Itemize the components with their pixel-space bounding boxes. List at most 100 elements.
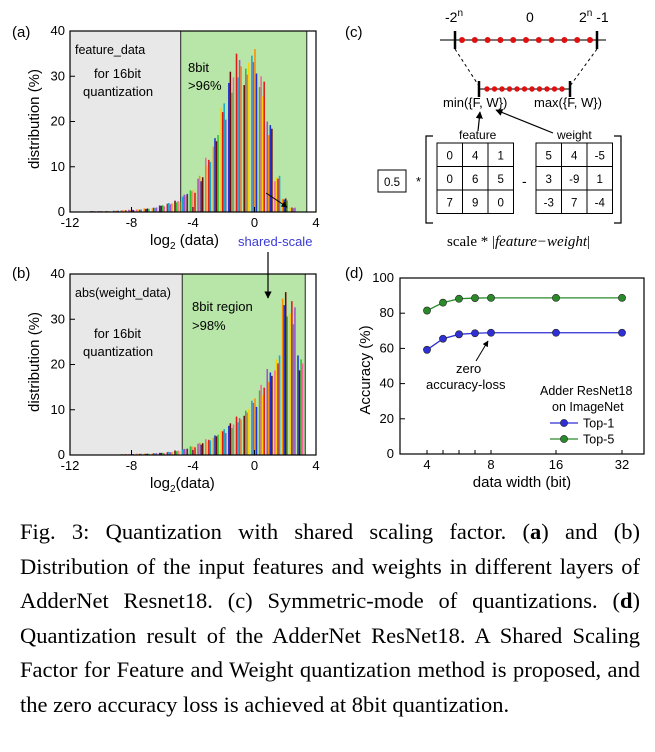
- d-point-Top-5: [455, 294, 463, 303]
- b-bar: [266, 369, 269, 455]
- b-bar: [278, 355, 281, 455]
- a-note-region-2: >96%: [188, 78, 222, 93]
- weight-matrix-value: 4: [571, 150, 578, 162]
- c-min-label: min({F, W}): [443, 95, 507, 110]
- b-bars: [74, 292, 304, 456]
- a-bar: [128, 209, 130, 212]
- b-bar: [255, 406, 258, 455]
- a-ytick-label: 30: [51, 68, 65, 83]
- a-bar: [206, 165, 209, 212]
- feature-matrix-value: 9: [472, 197, 478, 209]
- b-bar: [277, 363, 279, 455]
- a-bar: [138, 209, 141, 212]
- a-bar: [198, 175, 201, 212]
- c-axis-right-label: 2n -1: [579, 8, 609, 25]
- feature-matrix-cell: [487, 189, 514, 214]
- a-xtick-label: 0: [251, 215, 258, 230]
- b-bar: [286, 316, 289, 455]
- b-bar: [298, 370, 301, 455]
- b-bar: [181, 449, 184, 455]
- panel-c: (c) -2n 0 2n -1 min({F, W}) max({F, W}) …: [345, 8, 622, 250]
- b-bar: [229, 423, 232, 455]
- a-bar: [115, 210, 118, 212]
- weight-matrix-value: 5: [546, 150, 552, 162]
- d-ylabel: Accuracy (%): [357, 325, 374, 414]
- c-formula: scale * |feature−weight|: [447, 234, 590, 250]
- c-minmax-dot: [544, 86, 550, 92]
- a-bar: [240, 66, 242, 212]
- b-bar: [217, 434, 219, 455]
- a-xlabel: log2 (data): [150, 232, 219, 252]
- a-bar: [261, 96, 264, 212]
- b-bar: [154, 453, 156, 455]
- c-axis-dot: [574, 37, 581, 43]
- a-bar: [171, 203, 173, 212]
- a-bar: [228, 82, 230, 212]
- b-bar: [194, 447, 196, 455]
- caption-part-2: ) and (b) Distribution of the input feat…: [20, 519, 640, 613]
- d-ytick-label: 20: [380, 411, 394, 426]
- b-bar: [208, 439, 210, 455]
- c-left-bracket-open: [425, 135, 433, 224]
- b-bar: [224, 433, 227, 455]
- a-bar: [251, 55, 253, 213]
- a-ylabel: distribution (%): [26, 69, 43, 169]
- c-axis-dot: [497, 37, 504, 43]
- d-xlabel: data width (bit): [473, 474, 571, 491]
- b-bar: [274, 370, 276, 455]
- a-bar: [185, 195, 187, 212]
- b-bar: [251, 400, 253, 455]
- b-note-left-2: quantization: [83, 344, 153, 359]
- a-bar: [209, 162, 212, 212]
- a-xtick-label: -12: [61, 215, 80, 230]
- a-bar: [152, 207, 155, 212]
- feature-matrix-value: 0: [447, 150, 453, 162]
- a-bar: [146, 208, 149, 212]
- a-bar: [278, 175, 281, 212]
- caption-part-1: Quantization with shared scaling factor.…: [89, 519, 530, 544]
- b-bar: [301, 363, 304, 455]
- b-bar: [291, 301, 293, 455]
- c-weight-arrow: [495, 109, 554, 134]
- a-bar: [125, 210, 127, 212]
- c-feature-matrix: 0 4 1 0 6 5 7 9 0: [436, 142, 514, 214]
- d-series: [423, 293, 626, 354]
- a-ytick-label: 0: [58, 204, 65, 219]
- a-bar: [289, 207, 292, 212]
- a-bar: [229, 71, 232, 212]
- b-bar: [146, 453, 149, 455]
- c-minus: -: [522, 173, 527, 189]
- a-bar: [238, 59, 241, 213]
- a-bar: [177, 201, 179, 212]
- b-bar: [228, 425, 230, 455]
- a-bar: [174, 200, 176, 212]
- b-bar: [263, 387, 265, 455]
- c-axis-dot: [484, 37, 491, 43]
- b-bar: [268, 381, 270, 455]
- b-note-left-1: for 16bit: [94, 326, 141, 341]
- feature-matrix-value: 5: [498, 174, 504, 186]
- b-bar: [248, 408, 250, 455]
- b-bar: [160, 452, 162, 455]
- a-bar: [220, 107, 222, 212]
- b-note-region-1: 8bit region: [192, 299, 253, 314]
- c-scale-box: [377, 169, 407, 193]
- a-ytick-label: 20: [51, 114, 65, 129]
- a-bar: [208, 159, 210, 212]
- d-legend-label: Top-1: [583, 417, 614, 431]
- c-axis-dots: [459, 37, 593, 43]
- d-plot-frame: [399, 277, 645, 455]
- b-ytick-label: 10: [51, 402, 65, 417]
- a-bar: [243, 85, 245, 212]
- a-bar: [166, 203, 169, 212]
- d-legend-marker: [560, 435, 568, 443]
- d-point-Top-5: [471, 294, 479, 302]
- d-point-Top-1: [552, 328, 560, 337]
- a-bars: [74, 49, 296, 213]
- a-bar: [120, 210, 122, 212]
- b-bar: [137, 453, 139, 455]
- d-point-Top-5: [439, 298, 447, 307]
- panel-b-label: (b): [12, 265, 30, 282]
